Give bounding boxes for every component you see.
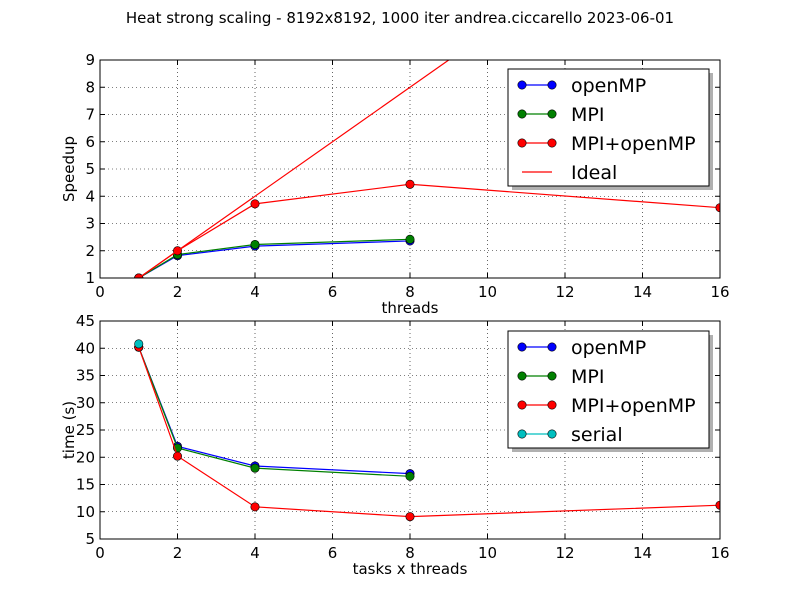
series-line-mpi-openmp xyxy=(138,183,720,278)
x-tick-label: 16 xyxy=(710,283,729,301)
legend-marker-serial xyxy=(517,429,527,439)
x-tick-label: 4 xyxy=(250,283,260,301)
legend-marker-serial xyxy=(547,429,557,439)
y-tick-label: 8 xyxy=(85,78,95,96)
x-tick-label: 0 xyxy=(95,544,105,562)
y-tick-label: 4 xyxy=(85,187,95,205)
y-tick-label: 7 xyxy=(85,106,95,124)
legend-label-mpi: MPI xyxy=(571,104,604,126)
x-tick-label: 8 xyxy=(405,544,415,562)
x-tick-label: 4 xyxy=(250,544,260,562)
y-axis-label: Speedup xyxy=(60,136,78,202)
legend-marker-mpi-openmp xyxy=(547,138,557,148)
y-tick-label: 2 xyxy=(85,242,95,260)
data-point-mpi xyxy=(250,463,260,473)
x-tick-label: 0 xyxy=(95,283,105,301)
y-tick-label: 15 xyxy=(76,476,95,494)
series-line-ideal xyxy=(138,60,450,278)
x-tick-label: 12 xyxy=(555,283,574,301)
legend-box xyxy=(507,330,710,449)
x-axis-label: tasks x threads xyxy=(353,560,468,578)
legend-marker-mpi xyxy=(547,371,557,381)
legend-marker-openmp xyxy=(547,342,557,352)
y-tick-label: 6 xyxy=(85,133,95,151)
y-tick-label: 10 xyxy=(76,503,95,521)
legend-marker-mpi-openmp xyxy=(517,400,527,410)
x-tick-label: 8 xyxy=(405,283,415,301)
x-tick-label: 12 xyxy=(555,544,574,562)
x-tick-label: 14 xyxy=(633,544,652,562)
x-axis-label: threads xyxy=(382,299,439,317)
x-tick-label: 2 xyxy=(173,544,183,562)
legend-label-openmp: openMP xyxy=(571,75,646,97)
x-tick-label: 6 xyxy=(328,283,338,301)
legend-marker-mpi-openmp xyxy=(517,138,527,148)
x-tick-label: 2 xyxy=(173,283,183,301)
y-tick-label: 20 xyxy=(76,448,95,466)
y-tick-label: 45 xyxy=(76,312,95,330)
data-point-mpi-openmp xyxy=(405,512,415,522)
legend-marker-mpi xyxy=(547,109,557,119)
legend: openMP MPI MPI+openMP serial xyxy=(507,330,713,452)
data-point-mpi-openmp xyxy=(405,179,415,189)
y-tick-label: 25 xyxy=(76,421,95,439)
chart-1: 0 2 4 6 8 10 12 14 16123456789threadsSpeedupopen… xyxy=(60,51,730,317)
series-line-mpi xyxy=(138,238,411,278)
legend-marker-openmp xyxy=(547,80,557,90)
legend-label-openmp: openMP xyxy=(571,337,646,359)
legend: openMP MPI MPI+openMP Ideal xyxy=(507,68,713,190)
x-tick-label: 16 xyxy=(710,544,729,562)
legend-label-ideal: Ideal xyxy=(571,162,617,184)
y-tick-label: 5 xyxy=(85,530,95,548)
y-tick-label: 5 xyxy=(85,160,95,178)
y-tick-label: 3 xyxy=(85,215,95,233)
data-point-mpi-openmp xyxy=(173,451,183,461)
x-tick-label: 10 xyxy=(478,544,497,562)
data-point-mpi xyxy=(405,471,415,481)
legend-marker-mpi-openmp xyxy=(547,400,557,410)
data-point-serial xyxy=(134,339,144,349)
data-point-mpi xyxy=(405,234,415,244)
data-point-mpi-openmp xyxy=(250,502,260,512)
y-tick-label: 30 xyxy=(76,394,95,412)
x-tick-label: 14 xyxy=(633,283,652,301)
x-tick-label: 6 xyxy=(328,544,338,562)
legend-marker-mpi xyxy=(517,109,527,119)
legend-label-mpi-openmp: MPI+openMP xyxy=(571,133,696,155)
y-axis-label: time (s) xyxy=(60,401,78,459)
y-tick-label: 1 xyxy=(85,269,95,287)
data-point-mpi-openmp xyxy=(250,199,260,209)
legend-label-mpi: MPI xyxy=(571,366,604,388)
figure-title: Heat strong scaling - 8192x8192, 1000 it… xyxy=(126,9,674,27)
y-tick-label: 35 xyxy=(76,367,95,385)
y-tick-label: 40 xyxy=(76,339,95,357)
x-tick-label: 10 xyxy=(478,283,497,301)
legend-marker-openmp xyxy=(517,342,527,352)
legend-marker-mpi xyxy=(517,371,527,381)
legend-box xyxy=(507,68,710,187)
legend-marker-openmp xyxy=(517,80,527,90)
y-tick-label: 9 xyxy=(85,51,95,69)
legend-label-mpi-openmp: MPI+openMP xyxy=(571,395,696,417)
data-point-mpi xyxy=(250,239,260,249)
plot-area xyxy=(134,339,720,522)
legend-label-serial: serial xyxy=(571,424,623,446)
chart-2: 0 2 4 6 8 10 12 14 16 5 10 15 20 25 30 35 40 45 tasks x th… xyxy=(60,312,730,578)
series-line-mpi xyxy=(138,346,411,477)
